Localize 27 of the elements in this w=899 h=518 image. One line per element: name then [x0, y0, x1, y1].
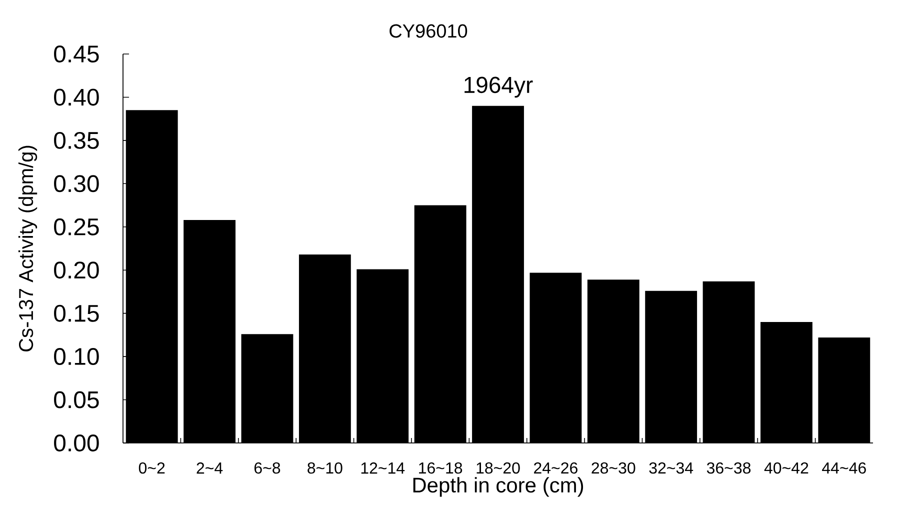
y-tick-label: 0.00 — [54, 434, 99, 452]
x-tick-label: 32~34 — [649, 462, 694, 474]
x-tick-label: 8~10 — [308, 462, 342, 474]
annotation: 1964yr — [464, 76, 533, 98]
x-tick-label: 6~8 — [254, 462, 280, 474]
y-tick-label: 0.20 — [54, 262, 99, 279]
x-tick-label: 24~26 — [534, 462, 578, 474]
y-tick-label: 0.25 — [54, 218, 99, 236]
x-tick-label: 40~42 — [764, 462, 808, 474]
x-tick-label: 18~20 — [476, 462, 520, 474]
x-axis-title: Depth in core (cm) — [413, 477, 584, 497]
y-tick-label: 0.05 — [54, 391, 99, 408]
y-tick-label: 0.15 — [54, 304, 99, 322]
x-tick-label: 28~30 — [592, 462, 636, 474]
y-tick-label: 0.30 — [54, 175, 99, 192]
y-axis-title: Cs-137 Activity (dpm/g) — [18, 146, 38, 352]
x-tick-label: 16~18 — [419, 462, 462, 474]
x-tick-label: 44~46 — [822, 462, 866, 474]
y-tick-label: 0.35 — [54, 132, 99, 149]
x-tick-label: 0~2 — [138, 462, 165, 474]
x-tick-label: 12~14 — [361, 462, 405, 474]
x-tick-label: 36~38 — [706, 462, 751, 474]
y-tick-label: 0.45 — [54, 46, 99, 62]
y-tick-label: 0.10 — [54, 348, 99, 366]
chart-title: CY96010 — [390, 24, 468, 38]
y-tick-label: 0.40 — [54, 88, 99, 106]
x-tick-label: 2~4 — [196, 462, 223, 474]
